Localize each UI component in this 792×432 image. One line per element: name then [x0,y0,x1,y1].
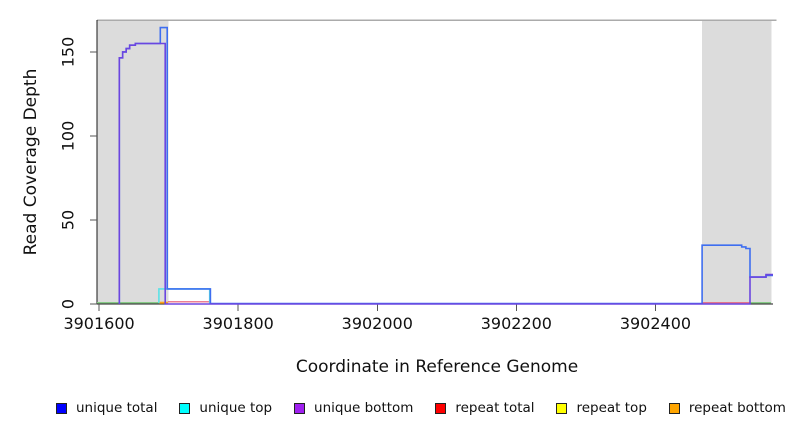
legend-swatch-repeat-total [435,402,447,414]
legend-label: unique top [199,400,273,416]
legend-label: repeat total [455,400,535,416]
legend-label: unique total [76,400,158,416]
legend-item-repeat-top: repeat top [556,400,647,416]
series-unique-bottom-line [118,42,773,305]
legend-swatch-unique-total [56,402,67,414]
y-tick-label: 0 [58,298,78,310]
legend-swatch-repeat-top [556,402,568,414]
legend-item-unique-bottom: unique bottom [294,400,413,416]
legend-item-unique-top: unique top [179,400,272,416]
y-tick-label: 100 [58,120,78,152]
highlight-region [97,20,169,304]
x-tick-label: 3901600 [63,314,135,333]
x-tick-label: 3902000 [341,314,413,333]
legend-label: repeat top [576,400,647,416]
legend-swatch-repeat-bottom [668,402,680,414]
x-tick-label: 3902200 [480,314,552,333]
highlight-region [702,20,772,304]
x-axis-title: Coordinate in Reference Genome [295,357,579,377]
legend-swatch-unique-bottom [294,402,306,414]
legend-label: unique bottom [314,400,414,416]
legend: unique total unique top unique bottom repea… [0,395,792,421]
series-unique-total-line [118,26,773,305]
y-tick-label: 150 [58,36,78,68]
legend-swatch-unique-top [179,402,191,414]
x-tick-label: 3902400 [619,314,692,333]
legend-label: repeat bottom [688,400,786,416]
legend-item-unique-total: unique total [56,400,157,416]
y-tick-label: 50 [58,209,78,231]
legend-item-repeat-bottom: repeat bottom [668,400,786,416]
y-axis-title: Read Coverage Depth [21,68,41,256]
legend-item-repeat-total: repeat total [435,400,535,416]
x-tick-label: 3901800 [202,314,274,333]
